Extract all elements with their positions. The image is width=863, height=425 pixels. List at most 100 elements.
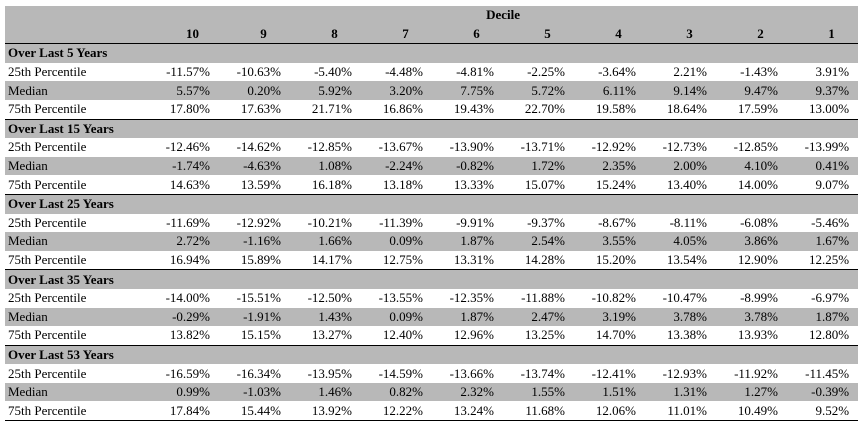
value-cell: 13.24% [453,402,494,418]
value-cell: 5.92% [290,81,361,100]
value-cell: 0.41% [787,156,859,176]
table-row: 75th Percentile 14.63% 13.59% 16.18% 13.18% 1… [5,175,858,194]
value-cell: 6.11% [574,81,645,100]
value-cell: -1.03% [219,382,290,402]
section-header-row: Over Last 5 Years [5,43,859,63]
value-cell: 13.59% [240,176,281,192]
value-cell: 1.08% [290,156,361,176]
value-cell: 3.78% [645,307,716,327]
row-label: 75th Percentile [8,402,87,418]
column-header: 9 [219,24,290,44]
value-cell: 1.46% [290,382,361,402]
section-header-row: Over Last 15 Years [5,119,859,139]
section-title: Over Last 53 Years [5,345,859,365]
value-cell: 9.47% [716,81,787,100]
value-cell: 5.57% [148,81,219,100]
value-cell: 21.71% [311,101,352,117]
value-cell: -13.67% [378,139,423,155]
row-label: 25th Percentile [8,64,87,80]
value-cell: 2.35% [574,156,645,176]
section-header-row: Over Last 25 Years [5,194,859,214]
table-row: 25th Percentile -14.00% -15.51% -12.50% -13.… [5,289,858,308]
value-cell: 13.27% [311,327,352,343]
value-cell: -10.47% [662,290,707,306]
value-cell: 1.27% [716,382,787,402]
value-cell: -11.39% [379,214,423,230]
value-cell: 17.59% [737,101,778,117]
value-cell: 13.38% [666,327,707,343]
value-cell: -11.88% [521,290,565,306]
value-cell: -5.46% [811,214,850,230]
decile-returns-table: Decile 10 9 8 7 6 5 4 3 2 1 Over Last 5 … [5,6,859,421]
value-cell: 16.94% [169,252,210,268]
value-cell: 12.22% [382,402,423,418]
value-cell: 17.63% [240,101,281,117]
value-cell: 4.05% [645,232,716,251]
value-cell: 2.47% [503,307,574,327]
value-cell: 13.92% [311,402,352,418]
decile-group-label: Decile [148,6,859,25]
header-blank-cell [5,6,148,25]
row-label: 75th Percentile [8,327,87,343]
value-cell: -3.64% [598,64,636,80]
value-cell: -1.43% [740,64,778,80]
row-label: 75th Percentile [8,252,87,268]
value-cell: 13.00% [808,101,850,117]
value-cell: 9.14% [645,81,716,100]
value-cell: 1.55% [503,382,574,402]
value-cell: -14.00% [165,290,210,306]
value-cell: 1.51% [574,382,645,402]
value-cell: -14.59% [378,365,423,381]
value-cell: 3.20% [361,81,432,100]
value-cell: 1.43% [290,307,361,327]
value-cell: 11.01% [667,402,707,418]
value-cell: -1.74% [148,156,219,176]
value-cell: 7.75% [432,81,503,100]
value-cell: -8.67% [598,214,636,230]
value-cell: 13.25% [524,327,565,343]
value-cell: 13.33% [453,176,494,192]
value-cell: 13.40% [666,176,707,192]
section-title: Over Last 5 Years [5,43,859,63]
value-cell: 15.07% [524,176,565,192]
value-cell: 15.20% [595,252,636,268]
value-cell: -10.21% [307,214,352,230]
value-cell: 12.90% [737,252,778,268]
value-cell: -15.51% [236,290,281,306]
value-cell: 10.49% [737,402,778,418]
row-label: Median [5,156,148,176]
section-title: Over Last 15 Years [5,119,859,139]
value-cell: -10.82% [591,290,636,306]
value-cell: 1.67% [787,232,859,251]
column-header: 2 [716,24,787,44]
value-cell: -5.40% [314,64,352,80]
value-cell: -12.46% [165,139,210,155]
row-label: Median [5,81,148,100]
section-header-row: Over Last 53 Years [5,345,859,365]
value-cell: 12.25% [808,252,850,268]
value-cell: 0.09% [361,232,432,251]
table-row: Median -0.29% -1.91% 1.43% 0.09% 1.87% 2.47% 3.… [5,307,859,327]
value-cell: 22.70% [524,101,565,117]
value-cell: 15.24% [595,176,636,192]
section-title: Over Last 25 Years [5,194,859,214]
value-cell: 18.64% [666,101,707,117]
value-cell: 13.31% [453,252,494,268]
value-cell: 1.87% [432,307,503,327]
section-title: Over Last 35 Years [5,269,859,289]
table-row: 25th Percentile -12.46% -14.62% -12.85% -13.… [5,138,858,157]
value-cell: -4.81% [456,64,494,80]
table-row: Median 0.99% -1.03% 1.46% 0.82% 2.32% 1.55% 1.5… [5,382,859,402]
value-cell: -1.16% [219,232,290,251]
value-cell: 1.87% [432,232,503,251]
value-cell: 3.78% [716,307,787,327]
value-cell: 12.96% [453,327,494,343]
value-cell: 0.20% [219,81,290,100]
value-cell: -12.73% [662,139,707,155]
value-cell: -12.41% [591,365,636,381]
value-cell: 14.00% [737,176,778,192]
value-cell: -10.63% [236,64,281,80]
table-row: Median 5.57% 0.20% 5.92% 3.20% 7.75% 5.72% 6.11… [5,81,859,100]
value-cell: -14.62% [236,139,281,155]
value-cell: -9.37% [527,214,565,230]
